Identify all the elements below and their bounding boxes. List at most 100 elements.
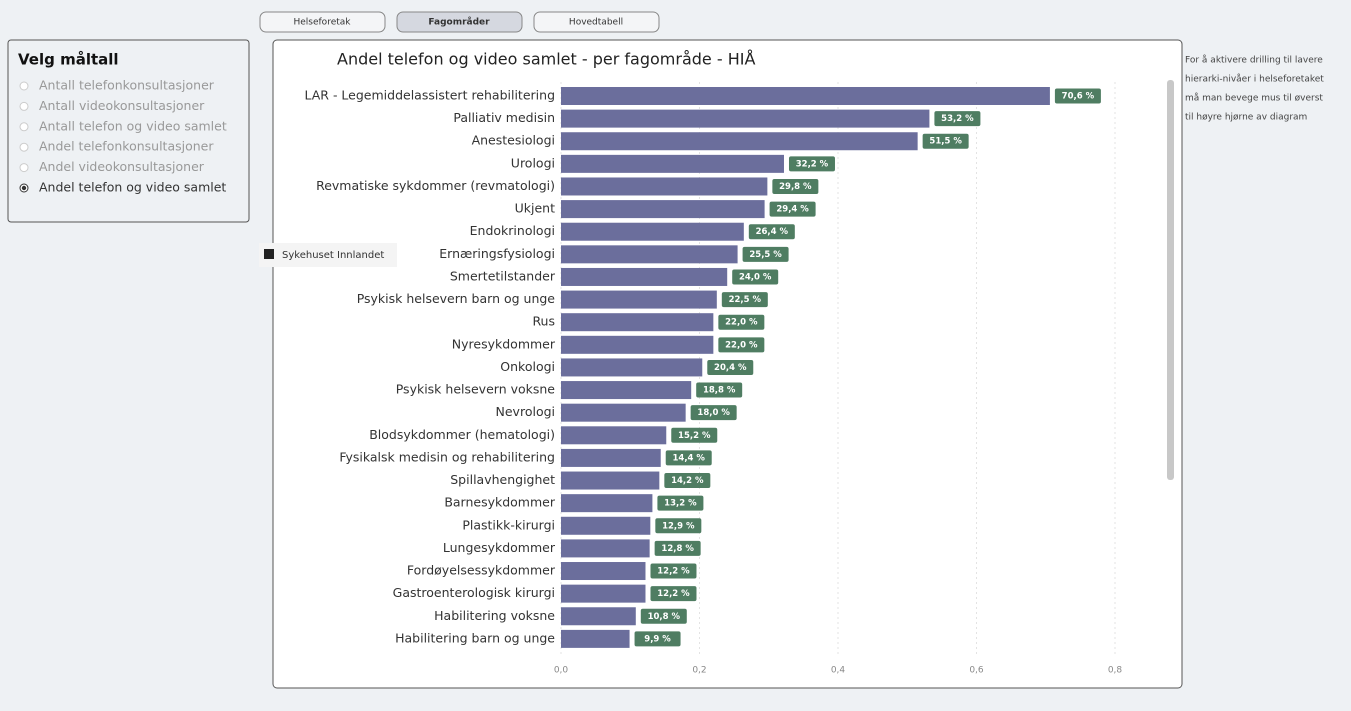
note-text: hierarki-nivåer i helseforetaket	[1185, 74, 1324, 85]
bar	[561, 132, 918, 151]
bar	[561, 607, 636, 626]
x-tick-label: 0,6	[969, 666, 984, 676]
data-label-bg	[657, 495, 704, 511]
data-label-bg	[634, 631, 681, 647]
bar	[561, 539, 650, 558]
data-label-bg	[696, 382, 743, 398]
chart-title: Andel telefon og video samlet - per fago…	[337, 50, 755, 69]
data-label: 20,4 %	[714, 363, 747, 373]
radio-dot	[21, 185, 27, 191]
data-label-bg	[655, 518, 702, 534]
y-tick-label: Habilitering voksne	[434, 608, 555, 623]
bar	[561, 471, 660, 490]
data-label-bg	[707, 359, 754, 375]
y-tick-label: Endokrinologi	[470, 223, 555, 238]
radio-label[interactable]: Antall videokonsultasjoner	[39, 98, 205, 113]
bar	[561, 313, 714, 332]
note-text: For å aktivere drilling til lavere	[1185, 55, 1323, 66]
tab-label[interactable]: Fagområder	[428, 17, 490, 28]
y-tick-label: Plastikk-kirurgi	[462, 517, 555, 532]
y-tick-label: Anestesiologi	[472, 133, 555, 148]
data-label: 15,2 %	[678, 431, 711, 441]
y-tick-label: Blodsykdommer (hematologi)	[369, 427, 555, 442]
radio-button[interactable]	[19, 81, 29, 91]
data-label: 70,6 %	[1062, 92, 1095, 102]
data-label: 26,4 %	[756, 227, 789, 237]
radio-label[interactable]: Antall telefon og video samlet	[39, 118, 227, 133]
bar	[561, 267, 728, 286]
bar	[561, 87, 1050, 105]
tooltip-text: Sykehuset Innlandet	[282, 250, 384, 261]
bar	[561, 177, 768, 196]
radio-label[interactable]: Andel telefonkonsultasjoner	[39, 139, 214, 154]
data-label: 29,8 %	[779, 182, 812, 192]
data-label: 51,5 %	[929, 137, 962, 147]
y-tick-label: Revmatiske sykdommer (revmatologi)	[316, 178, 555, 193]
data-label: 22,0 %	[725, 318, 758, 328]
data-label-bg	[1054, 88, 1101, 104]
bar	[561, 335, 714, 354]
data-label-bg	[772, 178, 819, 194]
data-label-bg	[769, 201, 816, 217]
data-label-bg	[665, 450, 712, 466]
radio-button[interactable]	[19, 142, 29, 152]
data-label: 32,2 %	[796, 159, 829, 169]
y-tick-label: Lungesykdommer	[443, 540, 556, 555]
bar	[561, 290, 717, 309]
y-tick-label: Psykisk helsevern voksne	[396, 382, 556, 397]
y-tick-label: Urologi	[511, 155, 555, 170]
data-label-bg	[718, 314, 765, 330]
tab-label[interactable]: Hovedtabell	[569, 18, 623, 28]
data-label-bg	[650, 563, 697, 579]
data-label-bg	[721, 292, 768, 308]
y-tick-label: Gastroenterologisk kirurgi	[393, 585, 555, 600]
radio-button[interactable]	[19, 122, 29, 132]
bar	[561, 403, 686, 422]
tab[interactable]	[259, 11, 386, 33]
sidebar-title: Velg måltall	[18, 51, 119, 69]
y-tick-label: Psykisk helsevern barn og unge	[357, 291, 556, 306]
radio-label[interactable]: Antall telefonkonsultasjoner	[39, 78, 215, 93]
y-tick-label: Rus	[532, 314, 555, 329]
radio-label[interactable]: Andel videokonsultasjoner	[39, 159, 205, 174]
y-tick-label: Fysikalsk medisin og rehabilitering	[339, 449, 555, 464]
tab[interactable]	[533, 11, 660, 33]
bar	[561, 516, 651, 535]
data-label: 12,8 %	[661, 544, 694, 554]
tab-label[interactable]: Helseforetak	[293, 18, 351, 28]
note-text: må man bevege mus til øverst	[1185, 93, 1323, 104]
scrollbar[interactable]	[1167, 80, 1174, 480]
x-tick-label: 0,4	[831, 666, 846, 676]
data-label-bg	[671, 427, 718, 443]
bar	[561, 629, 630, 648]
radio-label[interactable]: Andel telefon og video samlet	[39, 180, 226, 195]
data-label-bg	[654, 540, 701, 556]
data-label: 53,2 %	[941, 114, 974, 124]
data-label: 12,2 %	[657, 567, 690, 577]
data-label: 25,5 %	[749, 250, 782, 260]
data-label-bg	[690, 405, 737, 421]
bar	[561, 245, 738, 264]
data-label: 12,9 %	[662, 521, 695, 531]
radio-button[interactable]	[19, 163, 29, 173]
data-label-bg	[788, 156, 835, 172]
bar	[561, 562, 646, 581]
x-tick-label: 0,0	[554, 666, 569, 676]
y-tick-label: Nyresykdommer	[452, 336, 556, 351]
data-label-bg	[650, 586, 697, 602]
x-tick-label: 0,8	[1108, 666, 1123, 676]
data-label: 10,8 %	[648, 612, 681, 622]
data-label-bg	[664, 473, 711, 489]
radio-button[interactable]	[19, 101, 29, 111]
data-label: 22,5 %	[729, 295, 762, 305]
y-tick-label: Smertetilstander	[450, 268, 556, 283]
bar	[561, 109, 930, 128]
sidebar-panel	[7, 39, 250, 223]
tab[interactable]	[396, 11, 523, 33]
bar	[561, 448, 661, 467]
data-label-bg	[934, 111, 981, 127]
data-label-bg	[748, 224, 795, 240]
bar	[561, 426, 667, 445]
y-tick-label: Fordøyelsessykdommer	[407, 563, 556, 578]
